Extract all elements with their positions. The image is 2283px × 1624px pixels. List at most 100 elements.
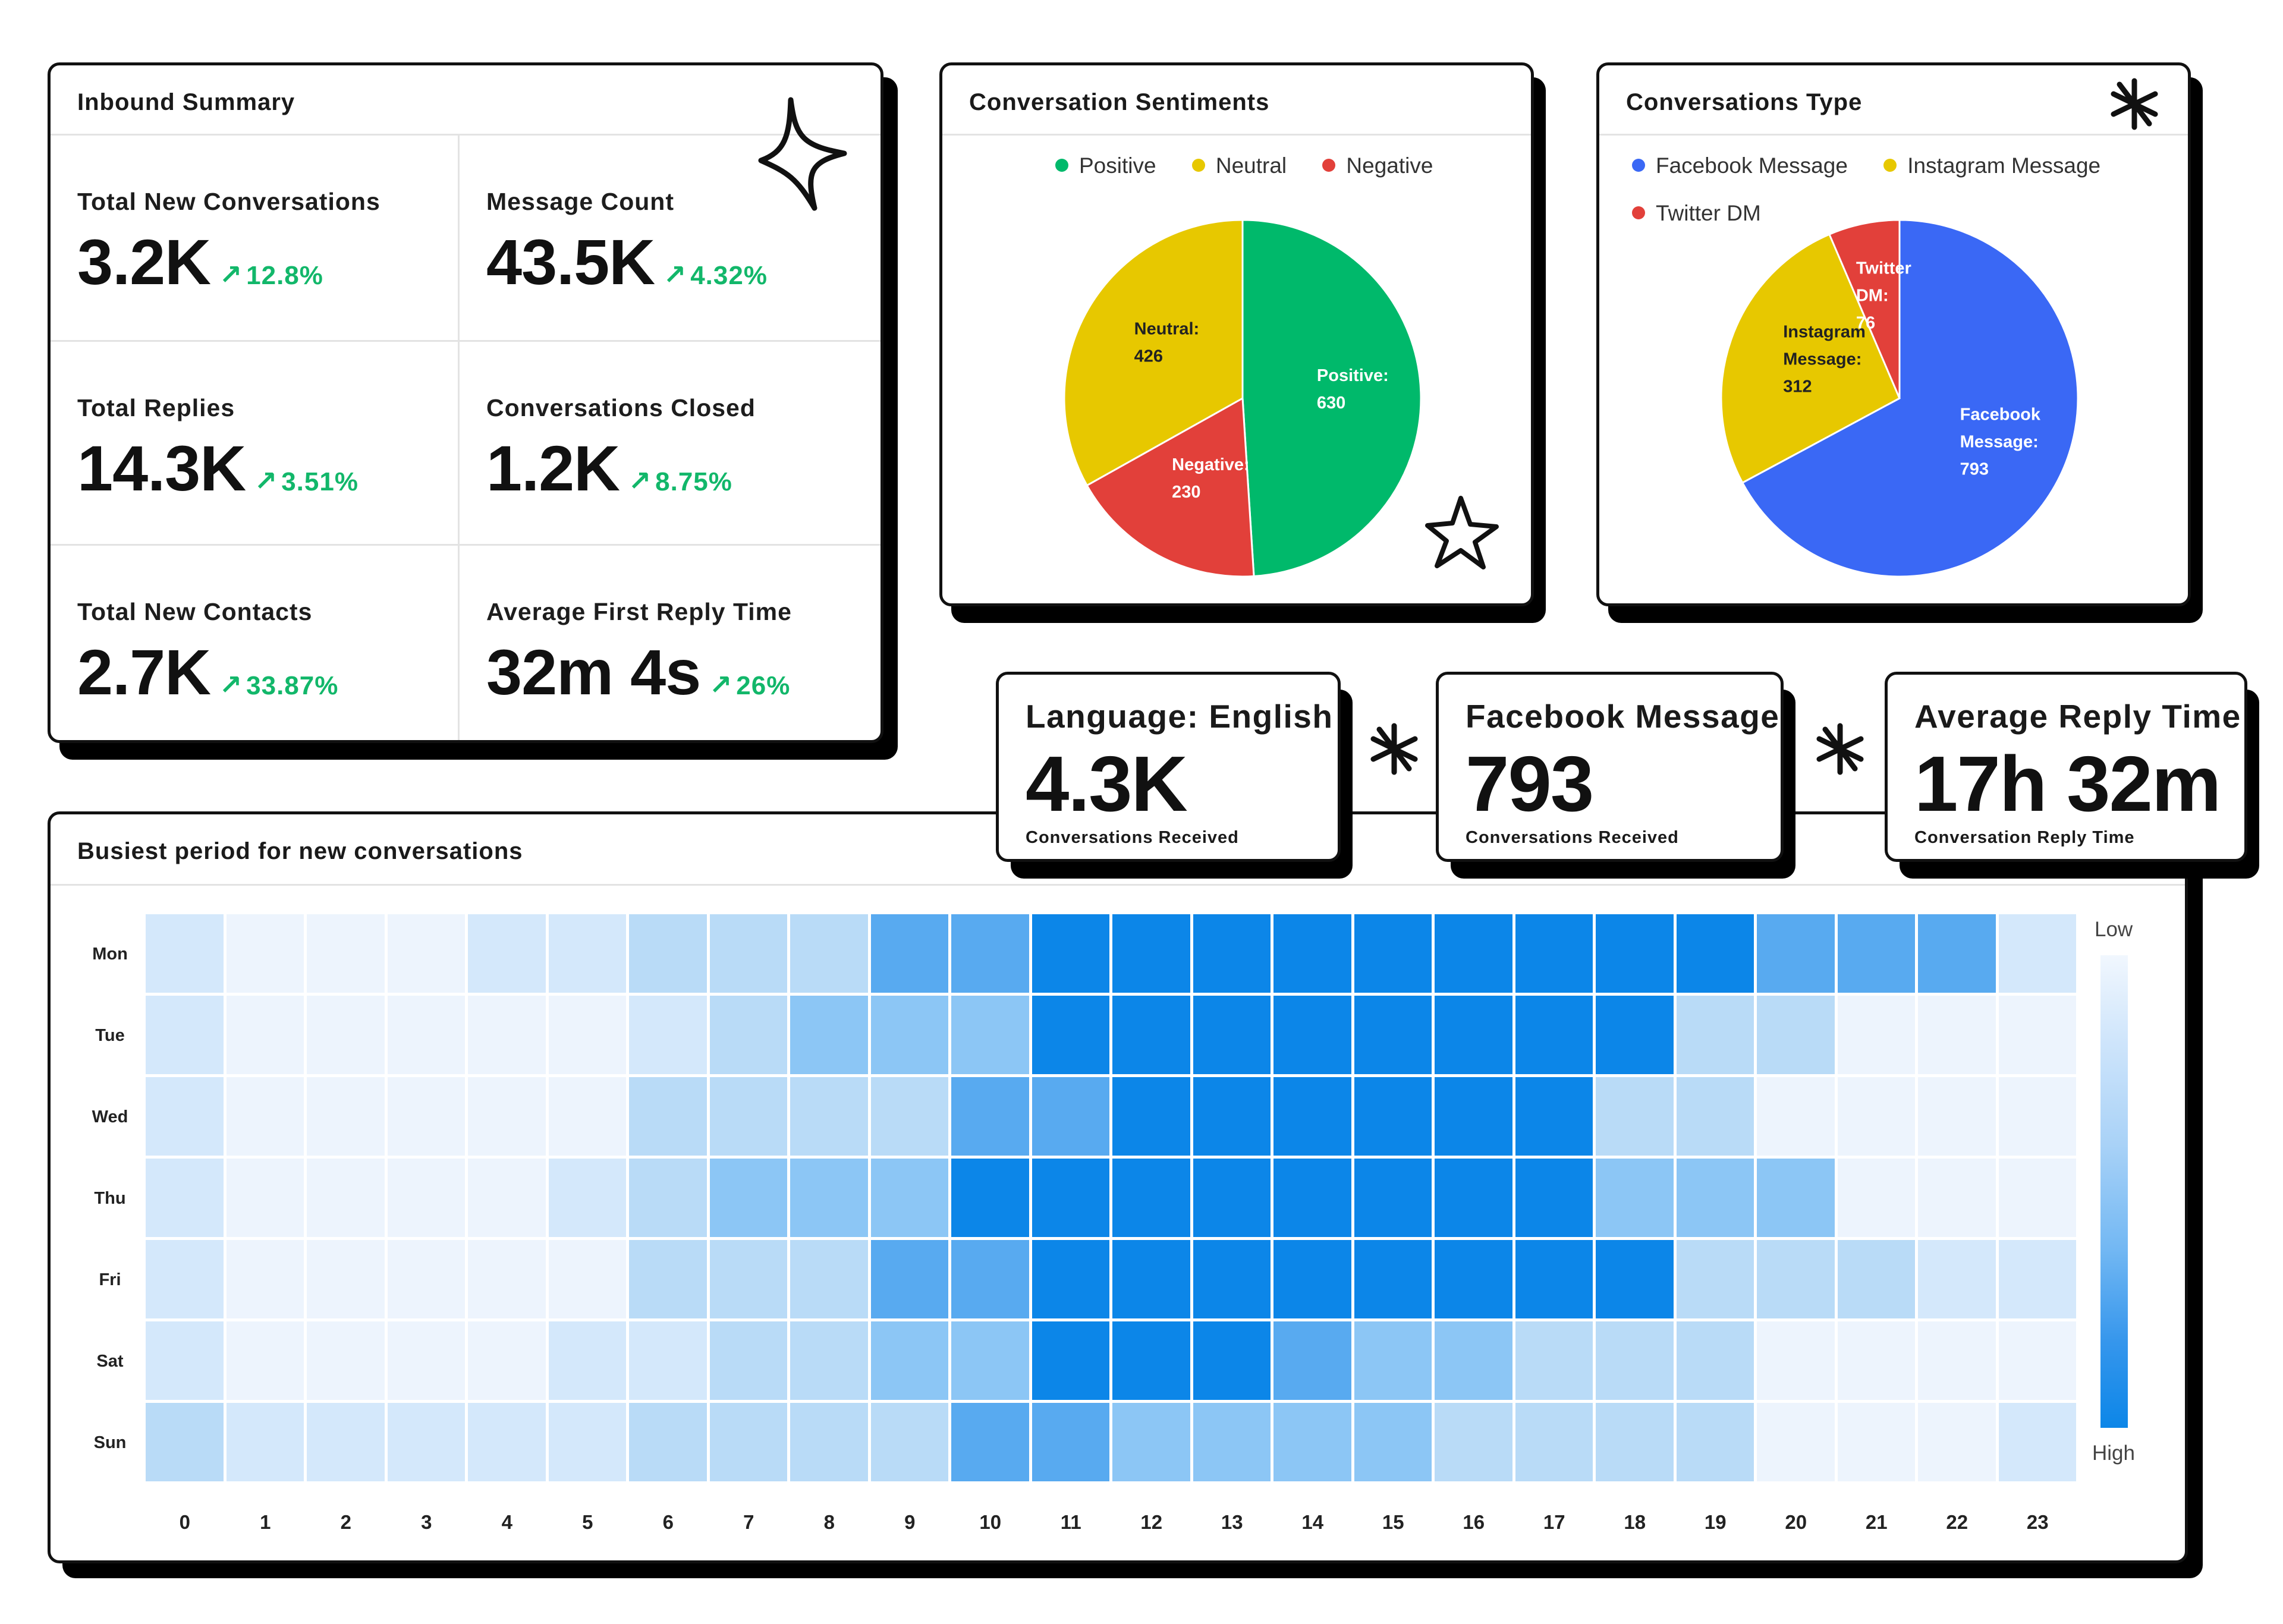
heatmap-cell[interactable] <box>1998 914 2076 993</box>
heatmap-cell[interactable] <box>709 1321 787 1400</box>
heatmap-cell[interactable] <box>1354 996 1432 1074</box>
heatmap-cell[interactable] <box>226 914 304 993</box>
heatmap-cell[interactable] <box>1354 1240 1432 1318</box>
heatmap-cell[interactable] <box>1273 914 1351 993</box>
heatmap-cell[interactable] <box>1596 1403 1674 1481</box>
heatmap-cell[interactable] <box>870 1321 948 1400</box>
heatmap-cell[interactable] <box>1596 996 1674 1074</box>
heatmap-cell[interactable] <box>870 996 948 1074</box>
heatmap-cell[interactable] <box>709 1159 787 1237</box>
heatmap-cell[interactable] <box>1998 1159 2076 1237</box>
heatmap-cell[interactable] <box>709 996 787 1074</box>
heatmap-cell[interactable] <box>146 1403 224 1481</box>
heatmap-cell[interactable] <box>548 1159 626 1237</box>
heatmap-cell[interactable] <box>1757 1240 1835 1318</box>
heatmap-cell[interactable] <box>1273 1321 1351 1400</box>
heatmap-cell[interactable] <box>1273 1240 1351 1318</box>
type-slice[interactable] <box>1741 219 2079 578</box>
heatmap-cell[interactable] <box>1918 1077 1996 1156</box>
heatmap-cell[interactable] <box>1837 996 1915 1074</box>
heatmap-cell[interactable] <box>1837 1403 1915 1481</box>
heatmap-cell[interactable] <box>226 1321 304 1400</box>
heatmap-cell[interactable] <box>307 1240 385 1318</box>
heatmap-cell[interactable] <box>1676 1077 1754 1156</box>
heatmap-cell[interactable] <box>1193 996 1271 1074</box>
heatmap-cell[interactable] <box>548 914 626 993</box>
heatmap-cell[interactable] <box>629 1077 707 1156</box>
heatmap-cell[interactable] <box>1918 914 1996 993</box>
heatmap-cell[interactable] <box>951 1321 1029 1400</box>
heatmap-cell[interactable] <box>1676 914 1754 993</box>
heatmap-cell[interactable] <box>1112 1321 1190 1400</box>
heatmap-cell[interactable] <box>307 1159 385 1237</box>
heatmap-cell[interactable] <box>629 914 707 993</box>
heatmap-cell[interactable] <box>1032 1159 1109 1237</box>
type-slice[interactable] <box>1828 219 1901 399</box>
heatmap-cell[interactable] <box>1112 1159 1190 1237</box>
heatmap-cell[interactable] <box>790 1077 868 1156</box>
heatmap-cell[interactable] <box>1354 1403 1432 1481</box>
heatmap-cell[interactable] <box>870 1077 948 1156</box>
heatmap-cell[interactable] <box>1998 996 2076 1074</box>
heatmap-cell[interactable] <box>1757 1077 1835 1156</box>
heatmap-cell[interactable] <box>548 1321 626 1400</box>
heatmap-cell[interactable] <box>1918 1240 1996 1318</box>
heatmap-cell[interactable] <box>1193 1159 1271 1237</box>
heatmap-cell[interactable] <box>146 1321 224 1400</box>
heatmap-cell[interactable] <box>1032 1240 1109 1318</box>
heatmap-cell[interactable] <box>468 1159 546 1237</box>
heatmap-cell[interactable] <box>468 914 546 993</box>
heatmap-cell[interactable] <box>790 1321 868 1400</box>
heatmap-cell[interactable] <box>790 1403 868 1481</box>
heatmap-cell[interactable] <box>387 1077 465 1156</box>
heatmap-cell[interactable] <box>1112 1240 1190 1318</box>
heatmap-cell[interactable] <box>1837 1159 1915 1237</box>
heatmap-cell[interactable] <box>307 996 385 1074</box>
heatmap-cell[interactable] <box>387 1321 465 1400</box>
heatmap-cell[interactable] <box>1918 996 1996 1074</box>
heatmap-cell[interactable] <box>1435 1240 1512 1318</box>
heatmap-cell[interactable] <box>1435 914 1512 993</box>
heatmap-cell[interactable] <box>1112 914 1190 993</box>
heatmap-cell[interactable] <box>1757 1159 1835 1237</box>
sentiment-slice[interactable] <box>1063 219 1244 487</box>
heatmap-cell[interactable] <box>1435 1321 1512 1400</box>
heatmap-cell[interactable] <box>870 914 948 993</box>
heatmap-cell[interactable] <box>951 1077 1029 1156</box>
heatmap-cell[interactable] <box>548 996 626 1074</box>
heatmap-cell[interactable] <box>1757 1321 1835 1400</box>
heatmap-cell[interactable] <box>387 996 465 1074</box>
heatmap-cell[interactable] <box>629 1159 707 1237</box>
sentiment-slice[interactable] <box>1241 219 1422 577</box>
heatmap-cell[interactable] <box>709 1077 787 1156</box>
heatmap-cell[interactable] <box>226 996 304 1074</box>
sentiment-slice[interactable] <box>1086 396 1255 578</box>
heatmap-cell[interactable] <box>1112 1403 1190 1481</box>
heatmap-cell[interactable] <box>629 996 707 1074</box>
heatmap-cell[interactable] <box>468 1321 546 1400</box>
heatmap-cell[interactable] <box>1596 1240 1674 1318</box>
type-slice[interactable] <box>1720 233 1901 484</box>
heatmap-cell[interactable] <box>226 1159 304 1237</box>
heatmap-cell[interactable] <box>548 1240 626 1318</box>
heatmap-cell[interactable] <box>870 1159 948 1237</box>
heatmap-cell[interactable] <box>1918 1403 1996 1481</box>
heatmap-cell[interactable] <box>548 1077 626 1156</box>
heatmap-cell[interactable] <box>307 1077 385 1156</box>
heatmap-cell[interactable] <box>1515 1403 1593 1481</box>
heatmap-cell[interactable] <box>1435 1077 1512 1156</box>
heatmap-cell[interactable] <box>1032 1077 1109 1156</box>
heatmap-cell[interactable] <box>1032 1403 1109 1481</box>
heatmap-cell[interactable] <box>1757 996 1835 1074</box>
heatmap-cell[interactable] <box>709 1403 787 1481</box>
heatmap-cell[interactable] <box>1596 1159 1674 1237</box>
heatmap-cell[interactable] <box>951 1403 1029 1481</box>
heatmap-cell[interactable] <box>951 1159 1029 1237</box>
heatmap-cell[interactable] <box>709 1240 787 1318</box>
heatmap-cell[interactable] <box>226 1240 304 1318</box>
heatmap-cell[interactable] <box>468 1403 546 1481</box>
heatmap-cell[interactable] <box>1515 914 1593 993</box>
heatmap-cell[interactable] <box>146 1240 224 1318</box>
heatmap-cell[interactable] <box>1837 1077 1915 1156</box>
heatmap-cell[interactable] <box>1515 1321 1593 1400</box>
